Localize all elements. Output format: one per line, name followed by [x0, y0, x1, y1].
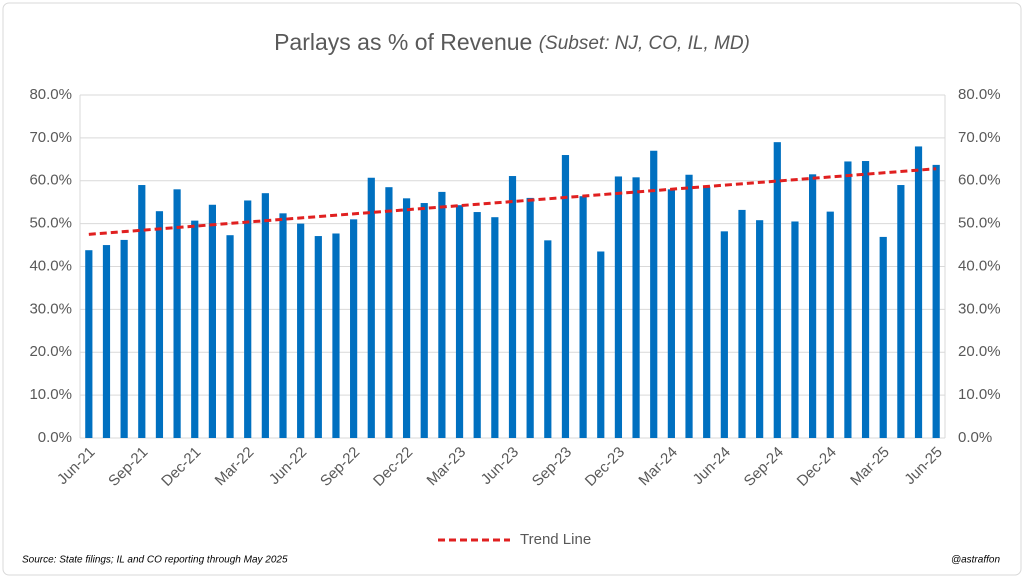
bar — [720, 231, 728, 438]
bar — [297, 223, 305, 438]
bar — [350, 219, 358, 438]
bar — [773, 142, 781, 438]
bar — [455, 205, 464, 438]
y2-tick-label: 10.0% — [958, 386, 1001, 403]
bar — [208, 204, 216, 438]
y2-tick-label: 40.0% — [958, 257, 1001, 274]
bar — [138, 185, 146, 438]
bar — [120, 239, 128, 438]
legend-label: Trend Line — [520, 531, 591, 548]
bar — [85, 250, 93, 438]
bar — [102, 245, 111, 438]
bar — [332, 233, 340, 438]
bar — [614, 176, 623, 438]
bar — [844, 161, 852, 439]
bar — [809, 174, 817, 438]
chart-subtitle: (Subset: NJ, CO, IL, MD) — [539, 33, 750, 54]
bar — [191, 220, 199, 438]
bar — [438, 191, 446, 438]
bar — [244, 200, 252, 438]
bar — [508, 176, 517, 438]
bar — [226, 235, 234, 438]
bar — [279, 213, 287, 438]
bar — [667, 189, 675, 438]
bar — [402, 198, 411, 438]
bar — [385, 187, 393, 438]
bar — [738, 209, 746, 438]
credit: @astraffon — [951, 555, 1001, 566]
bar — [173, 189, 181, 438]
bar — [861, 161, 870, 438]
y-tick-label: 30.0% — [29, 300, 72, 317]
y-tick-label: 50.0% — [29, 215, 72, 232]
y-tick-label: 20.0% — [29, 343, 72, 360]
bar — [756, 220, 764, 438]
bar — [420, 203, 428, 438]
bar — [526, 197, 534, 438]
bar — [632, 177, 640, 438]
bar — [367, 177, 375, 438]
bar — [597, 251, 605, 438]
bar — [897, 185, 905, 438]
bar — [155, 211, 164, 438]
trend-line — [88, 167, 937, 236]
source-note: Source: State filings; IL and CO reporti… — [22, 555, 288, 566]
bar — [561, 155, 570, 438]
bar — [314, 236, 322, 438]
bar — [685, 174, 693, 438]
chart-heading: Parlays as % of Revenue (Subset: NJ, CO,… — [274, 29, 750, 55]
bar — [879, 236, 887, 438]
chart-title: Parlays as % of Revenue — [274, 29, 532, 55]
y-tick-label: 40.0% — [29, 257, 72, 274]
bar — [703, 186, 711, 438]
y-tick-label: 60.0% — [29, 172, 72, 189]
bar — [914, 146, 923, 438]
bar — [932, 164, 940, 439]
bar — [579, 196, 587, 438]
bar — [261, 193, 269, 438]
y2-tick-label: 80.0% — [958, 86, 1001, 103]
bar — [650, 150, 658, 439]
bar — [491, 217, 499, 438]
y2-tick-label: 50.0% — [958, 215, 1001, 232]
y2-tick-label: 30.0% — [958, 300, 1001, 317]
y-tick-label: 0.0% — [38, 429, 72, 446]
y-tick-label: 10.0% — [29, 386, 72, 403]
y2-tick-label: 70.0% — [958, 129, 1001, 146]
bar — [826, 211, 834, 438]
y2-tick-label: 60.0% — [958, 172, 1001, 189]
y2-tick-label: 0.0% — [958, 429, 992, 446]
y-tick-label: 70.0% — [29, 129, 72, 146]
y-tick-label: 80.0% — [29, 86, 72, 103]
bar — [473, 212, 481, 438]
bar — [544, 240, 552, 438]
y2-tick-label: 20.0% — [958, 343, 1001, 360]
bar — [791, 221, 799, 438]
